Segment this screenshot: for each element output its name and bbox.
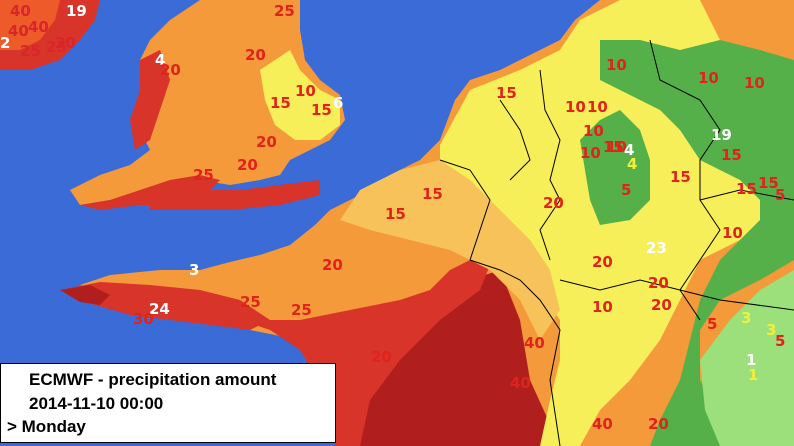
value-label: 40 [510,374,531,392]
value-label: 25 [193,166,214,184]
value-label: 4 [627,155,638,173]
value-label: 20 [245,46,266,64]
value-label: 6 [333,94,344,112]
value-label: 10 [580,144,601,162]
value-label: 15 [670,168,691,186]
value-label: 3 [741,309,752,327]
value-label: 15 [736,180,757,198]
value-label: 10 [744,74,765,92]
zone-yellow-east-anglia [260,50,340,140]
value-label: 15 [311,101,332,119]
country-borders [439,39,794,446]
zone-orange-ireland [0,0,60,50]
value-label: 24 [149,300,170,318]
value-label: 20 [371,348,392,366]
value-label: 23 [646,239,667,257]
value-label: 15 [721,146,742,164]
value-label: 15 [270,94,291,112]
value-label: 5 [707,315,718,333]
value-label: 5 [775,186,786,204]
value-label: 15 [758,174,779,192]
value-label: 20 [648,415,669,433]
value-label: 15 [385,205,406,223]
value-label: 40 [10,2,31,20]
value-label: 20 [256,133,277,151]
value-label: 20 [651,296,672,314]
zone-red-wales-west [130,50,170,150]
value-label: 40 [592,415,613,433]
value-label: 1 [746,351,757,369]
zone-light-orange [340,160,560,340]
value-label: 40 [28,18,49,36]
zone-light-green-se [700,270,794,446]
value-label: 25 [291,301,312,319]
value-label: 15 [496,84,517,102]
value-label: 10 [606,138,627,156]
value-label: 25 [274,2,295,20]
value-label: 4 [624,141,635,159]
legend-datetime: 2014-11-10 00:00 [29,394,164,413]
value-label: 10 [295,82,316,100]
value-label: 10 [722,224,743,242]
value-label: 40 [524,334,545,352]
value-label: 20 [543,194,564,212]
land-britain [70,0,345,205]
value-label: 40 [8,22,29,40]
land-brittany [60,282,270,330]
value-label: 5 [621,181,632,199]
value-label: 25 [46,38,67,56]
value-label: 20 [237,156,258,174]
value-label: 3 [189,261,200,279]
zone-green-central [580,110,650,225]
zone-dark-red-france [340,270,560,446]
zone-green-east [600,40,794,446]
zone-dark-red-brittany [60,285,110,305]
value-label: 19 [66,2,87,20]
value-label: 19 [711,126,732,144]
value-label: 1 [748,366,759,384]
value-label: 2 [0,34,11,52]
value-label: 20 [592,253,613,271]
value-label: 10 [565,98,586,116]
value-label: 15 [422,185,443,203]
value-label: 20 [322,256,343,274]
value-label: 20 [648,274,669,292]
value-label: 4 [155,51,166,69]
value-label: 25 [240,293,261,311]
value-label: 5 [775,332,786,350]
legend-day: > Monday [7,417,86,436]
value-label: 10 [698,69,719,87]
zone-red-cornwall [150,180,320,210]
value-label: 25 [20,42,41,60]
value-label: 30 [133,310,154,328]
value-label: 10 [583,122,604,140]
zone-red-france [240,260,490,446]
value-label: 15 [603,138,624,156]
value-label: 30 [55,34,76,52]
value-label: 3 [766,321,777,339]
value-label: 10 [592,298,613,316]
legend-box: ECMWF - precipitation amount 2014-11-10 … [0,363,336,443]
value-label: 10 [606,56,627,74]
value-label: 20 [160,61,181,79]
value-label: 10 [587,98,608,116]
legend-title: ECMWF - precipitation amount [29,370,277,389]
